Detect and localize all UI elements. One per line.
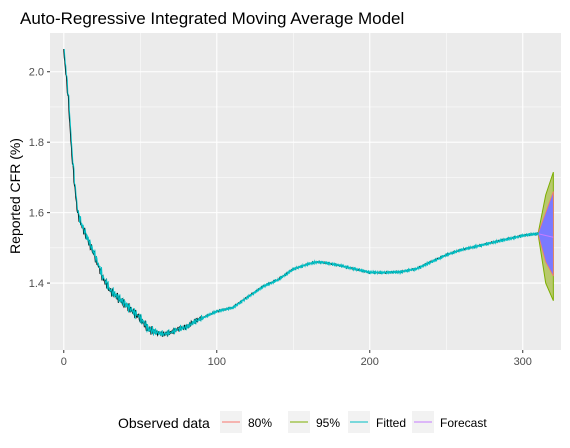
- grid-lines: [50, 33, 561, 350]
- legend-label: Forecast: [440, 416, 487, 430]
- legend-label: Fitted: [376, 416, 406, 430]
- x-tick-label: 300: [514, 356, 532, 368]
- y-tick-label: 1.8: [29, 137, 44, 149]
- y-tick-label: 1.6: [29, 208, 44, 220]
- x-tick-label: 200: [361, 356, 379, 368]
- forecast-bands: [537, 171, 554, 301]
- legend-title: Observed data: [118, 415, 210, 431]
- forecast-line: [537, 233, 554, 238]
- axis-ticks: 0 100 200 300 1.4 1.6 1.8 2.0: [29, 67, 532, 368]
- legend: Observed data 80% 95% Fitted Forecast: [118, 411, 487, 433]
- x-tick-label: 0: [61, 356, 67, 368]
- ci80-band: [537, 191, 554, 277]
- y-tick-label: 2.0: [29, 67, 44, 79]
- legend-label: 80%: [248, 416, 272, 430]
- y-tick-label: 1.4: [29, 278, 44, 290]
- legend-label: 95%: [316, 416, 340, 430]
- x-tick-label: 100: [208, 356, 226, 368]
- chart-title: Auto-Regressive Integrated Moving Averag…: [20, 9, 404, 28]
- series-lines: [63, 48, 540, 338]
- y-axis-title: Reported CFR (%): [7, 138, 23, 254]
- fitted-line: [63, 48, 540, 338]
- plot-panel: [50, 33, 561, 350]
